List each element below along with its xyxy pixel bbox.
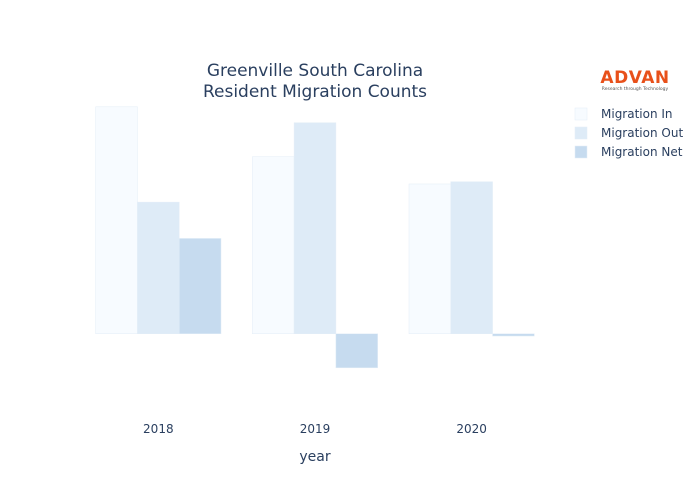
x-tick-labels: 2018 2019 2020: [143, 422, 487, 436]
bar-migration-net-2020: [492, 333, 535, 337]
legend: Migration In Migration Out Migration Net: [574, 107, 683, 159]
chart-title-line-1: Greenville South Carolina: [207, 61, 423, 81]
logo-tagline: Research through Technology: [602, 86, 669, 92]
legend-label-migration-in[interactable]: Migration In: [601, 107, 673, 121]
bar-migration-in-2020: [408, 183, 452, 335]
chart-title-line-2: Resident Migration Counts: [203, 82, 427, 102]
x-tick-label-2019: 2019: [300, 422, 331, 436]
legend-swatch-migration-out[interactable]: [574, 126, 588, 140]
bar-migration-out-2020: [450, 181, 493, 335]
bar-migration-out-2019: [293, 122, 337, 335]
bar-migration-net-2018: [178, 238, 222, 335]
legend-swatch-migration-in[interactable]: [574, 107, 588, 121]
legend-label-migration-net[interactable]: Migration Net: [601, 145, 683, 159]
bar-migration-in-2018: [95, 106, 138, 335]
legend-label-migration-out[interactable]: Migration Out: [601, 126, 683, 140]
bar-migration-out-2018: [137, 201, 180, 335]
logo-wordmark: ADVAN: [600, 68, 669, 88]
chart-title: Greenville South Carolina Resident Migra…: [203, 61, 427, 102]
x-axis-title: year: [299, 449, 330, 465]
x-tick-label-2020: 2020: [456, 422, 487, 436]
x-tick-label-2018: 2018: [143, 422, 174, 436]
bar-migration-in-2019: [252, 156, 295, 335]
legend-swatch-migration-net[interactable]: [574, 145, 588, 159]
bar-migration-net-2019: [335, 333, 378, 369]
advan-logo: ADVAN Research through Technology: [600, 68, 669, 92]
bar-marks: [95, 106, 535, 369]
